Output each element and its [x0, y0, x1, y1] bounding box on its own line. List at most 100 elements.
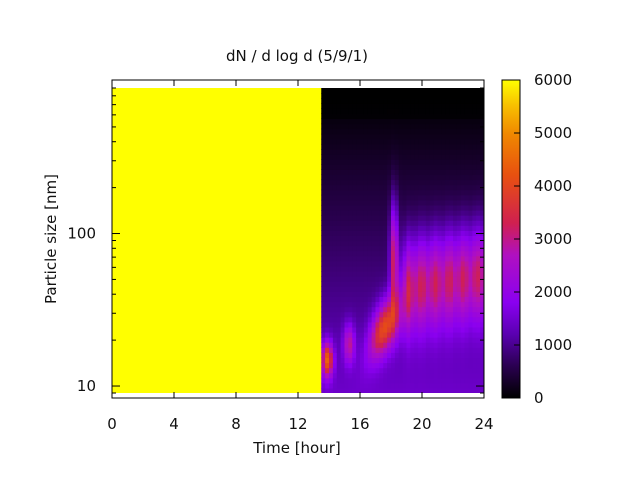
heatmap-cell [398, 93, 404, 99]
heatmap-cell [394, 372, 400, 379]
heatmap-cell [135, 245, 140, 252]
heatmap-cell [429, 204, 435, 211]
heatmap-cell [127, 367, 132, 374]
heatmap-cell [181, 337, 187, 343]
heatmap-cell [356, 255, 361, 262]
heatmap-cell [418, 352, 423, 359]
heatmap-cell [325, 240, 330, 247]
heatmap-cell [414, 154, 419, 160]
heatmap-cell [216, 240, 222, 247]
heatmap-cell [282, 133, 287, 140]
heatmap-cell [340, 321, 346, 328]
heatmap-cell [387, 291, 392, 298]
heatmap-cell [344, 387, 349, 393]
heatmap-cell [394, 164, 400, 170]
heatmap-cell [267, 332, 272, 338]
heatmap-cell [143, 255, 148, 262]
heatmap-cell [189, 362, 194, 369]
heatmap-cell [243, 301, 249, 308]
heatmap-cell [425, 326, 431, 333]
heatmap-cell [332, 326, 338, 333]
heatmap-cell [135, 189, 140, 196]
heatmap-cell [406, 332, 411, 338]
heatmap-cell [212, 316, 218, 323]
heatmap-cell [363, 123, 369, 130]
heatmap-cell [340, 286, 346, 292]
heatmap-cell [422, 245, 427, 252]
heatmap-cell [189, 88, 194, 94]
heatmap-cell [274, 123, 280, 130]
heatmap-cell [123, 316, 129, 323]
heatmap-cell [208, 316, 214, 323]
heatmap-cell [391, 281, 396, 287]
heatmap-cell [255, 235, 260, 242]
heatmap-cell [321, 113, 326, 120]
heatmap-cell [174, 204, 179, 211]
heatmap-cell [212, 194, 218, 201]
heatmap-cell [150, 159, 156, 165]
heatmap-cell [263, 271, 268, 277]
heatmap-cell [356, 337, 361, 343]
heatmap-cell [294, 367, 299, 374]
heatmap-cell [410, 88, 415, 94]
heatmap-cell [247, 128, 253, 135]
heatmap-cell [356, 352, 361, 359]
heatmap-cell [294, 220, 299, 226]
heatmap-cell [267, 265, 272, 272]
heatmap-cell [135, 225, 140, 231]
heatmap-cell [146, 382, 152, 389]
heatmap-cell [189, 347, 194, 353]
heatmap-cell [154, 296, 160, 303]
heatmap-cell [146, 225, 152, 231]
heatmap-cell [383, 235, 388, 242]
heatmap-cell [398, 235, 404, 242]
heatmap-cell [375, 301, 380, 308]
heatmap-cell [189, 296, 194, 303]
heatmap-cell [402, 291, 408, 298]
heatmap-cell [123, 382, 129, 389]
heatmap-cell [356, 143, 361, 150]
heatmap-cell [367, 377, 373, 384]
heatmap-cell [232, 154, 237, 160]
heatmap-cell [131, 306, 136, 313]
heatmap-cell [406, 362, 411, 369]
heatmap-cell [232, 377, 237, 384]
heatmap-cell [143, 372, 148, 379]
heatmap-cell [329, 113, 334, 120]
heatmap-cell [394, 245, 400, 252]
heatmap-cell [387, 88, 392, 94]
heatmap-cell [232, 321, 237, 328]
heatmap-cell [352, 240, 357, 247]
heatmap-cell [212, 169, 218, 176]
heatmap-cell [212, 276, 218, 282]
heatmap-cell [394, 240, 400, 247]
heatmap-cell [406, 184, 411, 191]
heatmap-cell [185, 149, 191, 155]
heatmap-cell [127, 169, 132, 176]
heatmap-cell [247, 169, 253, 176]
heatmap-cell [375, 113, 380, 120]
heatmap-cell [139, 250, 144, 257]
heatmap-cell [189, 184, 194, 191]
heatmap-cell [220, 265, 225, 272]
heatmap-cell [112, 179, 117, 186]
heatmap-cell [162, 321, 167, 328]
heatmap-cell [166, 98, 171, 104]
heatmap-cell [286, 88, 291, 94]
heatmap-cell [139, 184, 144, 191]
heatmap-cell [367, 240, 373, 247]
heatmap-cell [305, 240, 311, 247]
heatmap-cell [360, 108, 365, 115]
heatmap-cell [410, 296, 415, 303]
heatmap-cell [189, 321, 194, 328]
heatmap-cell [185, 123, 191, 130]
heatmap-cell [131, 133, 136, 140]
heatmap-cell [433, 362, 439, 369]
heatmap-cell [174, 184, 179, 191]
heatmap-cell [321, 225, 326, 231]
heatmap-cell [301, 240, 307, 247]
heatmap-cell [239, 260, 245, 267]
heatmap-cell [321, 98, 326, 104]
heatmap-cell [321, 103, 326, 109]
